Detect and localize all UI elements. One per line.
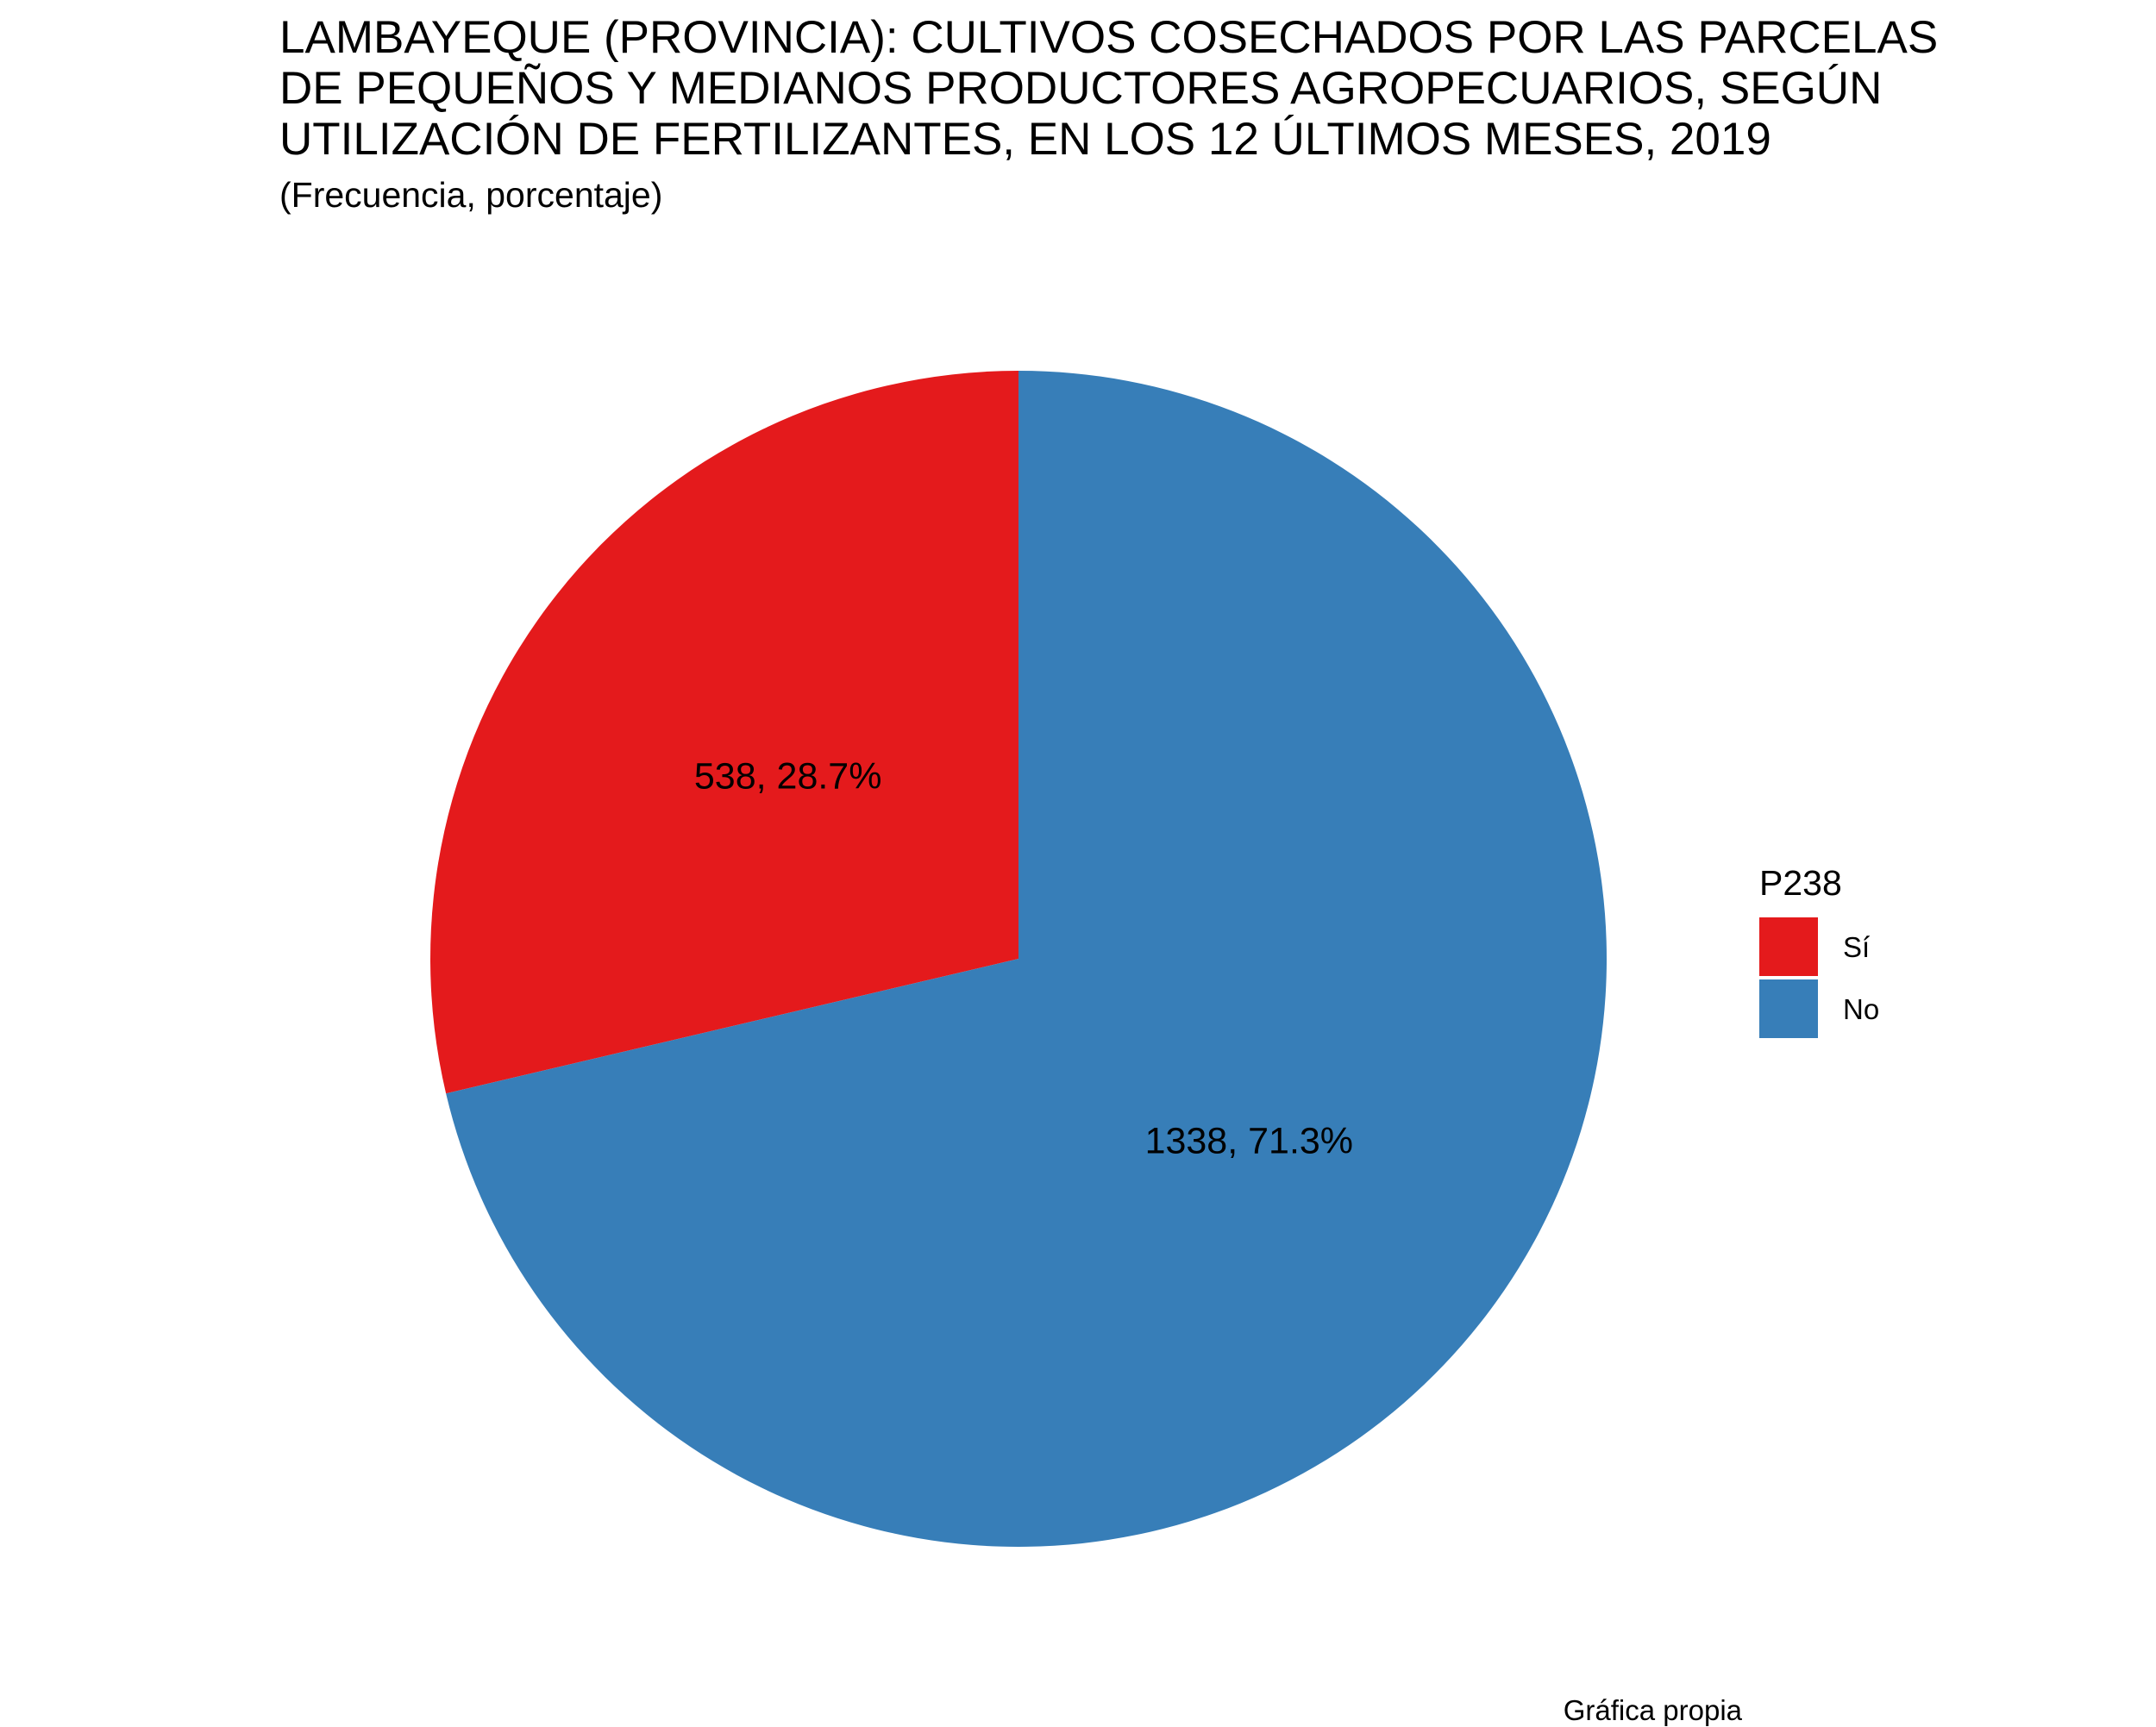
legend-item-si: Sí [1759, 917, 1975, 979]
chart-title-line-2: DE PEQUEÑOS Y MEDIANOS PRODUCTORES AGROP… [279, 63, 1883, 114]
chart-subtitle: (Frecuencia, porcentaje) [279, 175, 663, 215]
legend-label-si: Sí [1843, 931, 1871, 963]
chart-caption: Gráfica propia [1563, 1694, 1742, 1726]
chart-title: LAMBAYEQUE (PROVINCIA): CULTIVOS COSECHA… [279, 12, 2134, 165]
legend-key-no [1759, 979, 1818, 1038]
slice-label-si: 538, 28.7% [694, 755, 882, 797]
legend-item-no: No [1759, 979, 1975, 1042]
legend-key-si [1759, 917, 1818, 976]
slice-label-no: 1338, 71.3% [1145, 1121, 1353, 1162]
pie-slice-si [429, 371, 1018, 1094]
legend-label-no: No [1843, 993, 1880, 1025]
legend-title: P238 [1759, 863, 1842, 903]
chart-title-line-1: LAMBAYEQUE (PROVINCIA): CULTIVOS COSECHA… [279, 12, 1939, 63]
legend: P238 Sí No [1759, 862, 1975, 1042]
pie-slice-no [446, 371, 1607, 1547]
chart-title-line-3: UTILIZACIÓN DE FERTILIZANTES, EN LOS 12 … [279, 114, 1771, 165]
